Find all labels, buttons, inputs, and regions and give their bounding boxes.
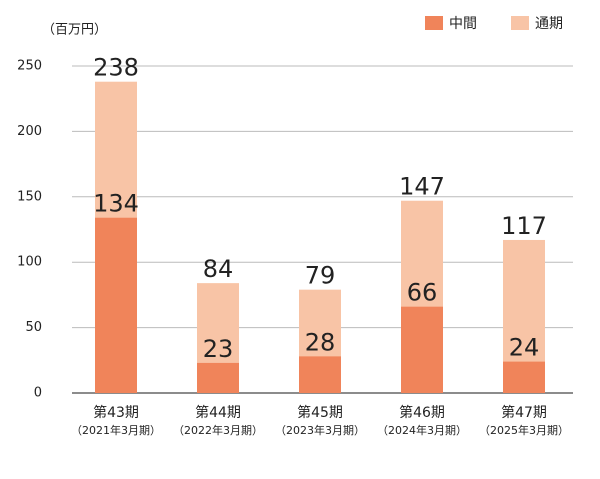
x-tick-label: 第43期	[93, 404, 139, 421]
value-label: 28	[305, 328, 336, 356]
value-label: 24	[509, 334, 540, 362]
value-label: 147	[399, 173, 445, 201]
y-tick-label: 200	[17, 124, 42, 139]
value-label: 79	[305, 262, 336, 290]
y-tick-label: 50	[25, 320, 42, 335]
value-label: 238	[93, 54, 139, 82]
x-tick-label: 第47期	[501, 404, 547, 421]
legend-swatch	[425, 16, 443, 30]
x-tick-label: 第45期	[297, 404, 343, 421]
x-tick-label: 第44期	[195, 404, 241, 421]
bar	[95, 217, 137, 393]
legend-label: 通期	[535, 16, 563, 32]
bar	[503, 361, 545, 393]
value-label: 84	[203, 255, 234, 283]
y-unit-label: （百万円）	[42, 23, 107, 38]
x-tick-sublabel: （2021年3月期）	[71, 423, 161, 437]
x-tick-sublabel: （2023年3月期）	[275, 423, 365, 437]
value-label: 66	[407, 279, 438, 307]
y-tick-label: 0	[34, 386, 42, 401]
value-label: 134	[93, 190, 139, 218]
bar	[401, 306, 443, 393]
legend-swatch	[511, 16, 529, 30]
x-tick-sublabel: （2024年3月期）	[377, 423, 467, 437]
y-tick-label: 150	[17, 189, 42, 204]
y-tick-label: 100	[17, 255, 42, 270]
x-tick-sublabel: （2025年3月期）	[479, 423, 569, 437]
legend-label: 中間	[449, 16, 477, 32]
bar	[299, 356, 341, 393]
x-tick-label: 第46期	[399, 404, 445, 421]
value-label: 23	[203, 335, 234, 363]
bar	[197, 362, 239, 393]
value-label: 117	[501, 212, 547, 240]
y-tick-label: 250	[17, 59, 42, 74]
x-tick-sublabel: （2022年3月期）	[173, 423, 263, 437]
